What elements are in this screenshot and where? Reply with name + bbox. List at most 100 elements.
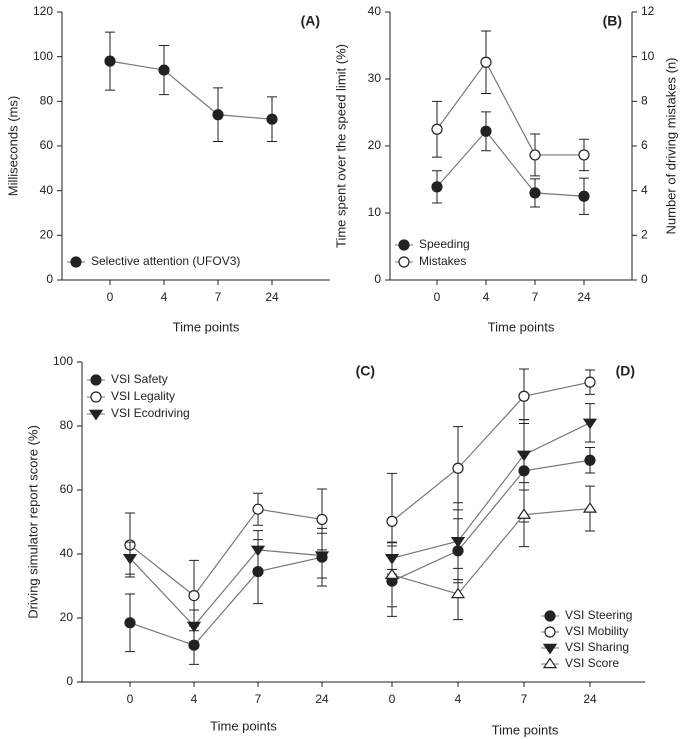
series-line	[129, 508, 323, 597]
x-tick-label: 24	[577, 290, 591, 304]
series-line	[391, 459, 591, 582]
y-tick-label: 0	[374, 272, 381, 286]
marker	[542, 657, 558, 669]
y-tick-label: 0	[46, 272, 53, 286]
y-tick-label: 60	[40, 138, 54, 152]
x-axis-title: Time points	[173, 319, 240, 334]
legend-label: VSI Legality	[111, 389, 175, 403]
series-line	[129, 556, 323, 646]
x-axis-title: Time points	[210, 718, 277, 733]
marker	[158, 64, 170, 76]
legend-label: VSI Sharing	[565, 640, 629, 654]
legend-label: VSI Safety	[111, 372, 168, 386]
marker	[252, 503, 264, 515]
y-tick-label: 40	[368, 4, 382, 18]
series-line	[391, 507, 591, 595]
y2-tick-label: 10	[641, 49, 655, 63]
y2-tick-label: 8	[641, 94, 648, 108]
x-tick-label: 0	[434, 290, 441, 304]
y-tick-label: 40	[40, 183, 54, 197]
marker	[90, 374, 102, 386]
y2-tick-label: 2	[641, 228, 648, 242]
y-axis-title: Driving simulator report score (%)	[25, 425, 40, 619]
marker	[578, 190, 590, 202]
y-tick-label: 80	[40, 94, 54, 108]
marker	[398, 239, 410, 251]
y2-tick-label: 6	[641, 138, 648, 152]
marker	[250, 545, 266, 557]
panel-label: (A)	[301, 13, 320, 29]
marker	[188, 589, 200, 602]
marker	[122, 553, 138, 565]
y-tick-label: 100	[53, 354, 73, 368]
x-tick-label: 24	[265, 290, 279, 304]
y-tick-label: 20	[60, 610, 74, 624]
series-line	[391, 381, 591, 522]
legend-label: VSI Steering	[565, 608, 632, 622]
panel-label: (C)	[356, 363, 375, 379]
legend-label: Speeding	[419, 237, 470, 251]
x-axis-title: Time points	[492, 722, 559, 737]
x-tick-label: 0	[127, 692, 134, 706]
x-tick-label: 24	[315, 692, 329, 706]
y-tick-label: 20	[368, 138, 382, 152]
y2-axis-title: Number of driving mistakes (n)	[663, 58, 678, 235]
panel-label: (B)	[603, 13, 622, 29]
marker	[450, 587, 466, 599]
marker	[544, 610, 556, 622]
legend-label: VSI Ecodriving	[111, 406, 190, 420]
marker	[529, 187, 541, 199]
marker	[529, 149, 541, 161]
marker	[266, 113, 278, 125]
marker	[480, 56, 492, 68]
legend-label: VSI Score	[565, 656, 619, 670]
marker	[212, 109, 224, 121]
x-tick-label: 7	[255, 692, 262, 706]
marker	[450, 536, 466, 548]
x-tick-label: 0	[107, 290, 114, 304]
marker	[398, 256, 410, 268]
y2-tick-label: 12	[641, 4, 655, 18]
marker	[584, 454, 596, 466]
series-line	[109, 60, 273, 120]
legend-label: Selective attention (UFOV3)	[91, 254, 240, 268]
y-tick-label: 30	[368, 71, 382, 85]
marker	[314, 551, 330, 563]
series-line	[391, 422, 591, 559]
marker	[578, 149, 590, 161]
marker	[431, 181, 443, 193]
y-tick-label: 10	[368, 205, 382, 219]
marker	[384, 568, 400, 580]
legend-label: VSI Mobility	[565, 624, 628, 638]
y-tick-label: 40	[60, 546, 74, 560]
series-line	[129, 549, 323, 627]
x-tick-label: 24	[583, 692, 597, 706]
marker	[584, 376, 596, 388]
x-tick-label: 7	[532, 290, 539, 304]
x-axis-title: Time points	[488, 319, 555, 334]
marker	[186, 621, 202, 633]
y-tick-label: 20	[40, 228, 54, 242]
marker	[516, 508, 532, 519]
y-tick-label: 0	[66, 674, 73, 688]
y-tick-label: 80	[60, 418, 74, 432]
marker	[582, 418, 598, 430]
series-line	[436, 130, 585, 197]
legend-label: Mistakes	[419, 254, 466, 268]
marker	[104, 55, 116, 67]
x-tick-label: 7	[521, 692, 528, 706]
marker	[90, 391, 102, 403]
y-tick-label: 100	[33, 49, 53, 63]
marker	[518, 390, 530, 402]
x-tick-label: 4	[191, 692, 198, 706]
y-tick-label: 120	[33, 4, 53, 18]
y-axis-title: Milliseconds (ms)	[5, 96, 20, 196]
marker	[542, 643, 558, 655]
marker	[386, 515, 398, 527]
series-line	[436, 61, 584, 156]
marker	[452, 462, 464, 474]
marker	[70, 256, 82, 268]
x-tick-label: 4	[483, 290, 490, 304]
marker	[516, 450, 532, 462]
